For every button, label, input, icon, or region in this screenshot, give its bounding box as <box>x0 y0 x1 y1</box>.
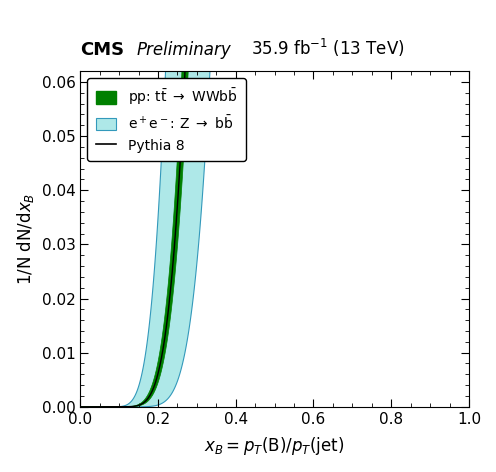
Text: Preliminary: Preliminary <box>136 42 232 59</box>
Legend: pp: t$\bar{\mathrm{t}}$ $\rightarrow$ WWb$\bar{\mathrm{b}}$, e$^+$e$^-$: Z $\rig: pp: t$\bar{\mathrm{t}}$ $\rightarrow$ WW… <box>87 78 246 161</box>
X-axis label: $x_B$$=$$p_T$(B)/$p_T$(jet): $x_B$$=$$p_T$(B)/$p_T$(jet) <box>204 435 345 457</box>
Text: CMS: CMS <box>80 42 124 59</box>
Text: 35.9 fb$^{-1}$ (13 TeV): 35.9 fb$^{-1}$ (13 TeV) <box>251 37 405 59</box>
Y-axis label: 1/N dN/d$x_B$: 1/N dN/d$x_B$ <box>15 193 36 285</box>
